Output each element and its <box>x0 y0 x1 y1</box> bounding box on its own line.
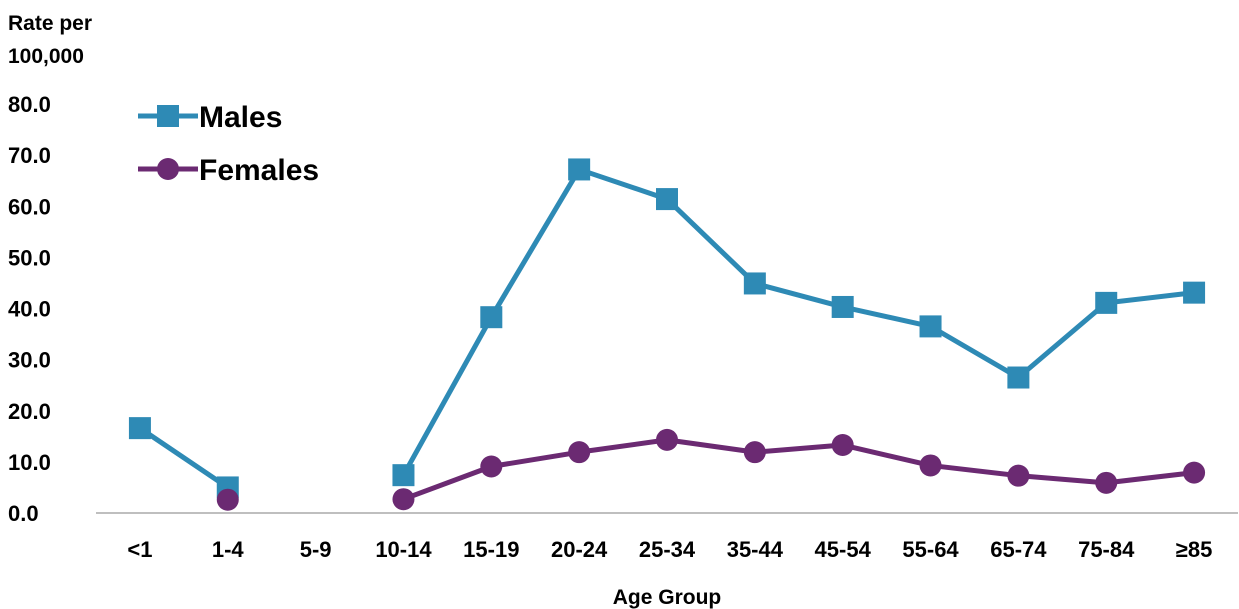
legend-marker <box>157 105 179 127</box>
x-tick-label: 35-44 <box>727 537 784 562</box>
x-tick-label: 55-64 <box>902 537 959 562</box>
data-point <box>656 428 678 451</box>
data-point <box>1095 291 1118 314</box>
x-tick-label: <1 <box>127 537 152 562</box>
data-point <box>743 272 766 295</box>
x-tick-label: 5-9 <box>300 537 332 562</box>
data-point <box>392 488 415 511</box>
data-point <box>1007 366 1030 389</box>
y-tick-label: 10.0 <box>8 450 51 475</box>
data-point <box>831 434 854 457</box>
series-layer <box>128 158 1206 511</box>
y-axis-title-line-2: 100,000 <box>8 45 84 68</box>
legend-marker <box>157 158 179 180</box>
y-tick-label: 30.0 <box>8 348 51 373</box>
data-point <box>1007 464 1030 487</box>
x-tick-label: 10-14 <box>375 537 432 562</box>
y-tick-label: 20.0 <box>8 399 51 424</box>
x-tick-label: 25-34 <box>639 537 696 562</box>
data-point <box>1183 281 1206 304</box>
x-tick-label: 45-54 <box>815 537 872 562</box>
data-point <box>128 417 151 440</box>
legend: Males Females <box>138 101 319 187</box>
data-point <box>743 441 766 464</box>
data-point <box>656 188 678 211</box>
data-point <box>480 455 503 478</box>
series-females <box>216 428 1206 511</box>
data-point <box>831 295 854 318</box>
legend-item-females: Females <box>138 154 319 187</box>
legend-label: Males <box>199 101 282 134</box>
series-line <box>402 437 1195 502</box>
x-tick-label: 1-4 <box>212 537 245 562</box>
y-tick-label: 80.0 <box>8 92 51 117</box>
data-point <box>1095 471 1118 494</box>
y-tick-label: 50.0 <box>8 245 51 270</box>
data-point <box>216 488 239 511</box>
x-tick-label: ≥85 <box>1176 537 1213 562</box>
data-point <box>480 306 503 329</box>
series-males <box>128 158 1206 499</box>
data-point <box>392 464 415 487</box>
legend-item-males: Males <box>138 101 282 134</box>
data-point <box>568 158 591 181</box>
data-point <box>919 454 942 477</box>
x-tick-label: 75-84 <box>1078 537 1135 562</box>
y-axis-title-line-1: Rate per <box>8 12 92 35</box>
x-tick-label: 20-24 <box>551 537 608 562</box>
y-tick-label: 40.0 <box>8 297 51 322</box>
x-axis-ticks: <1 1-4 5-9 10-14 15-19 20-24 25-34 35-44 45-54 55… <box>127 537 1212 562</box>
y-tick-label: 70.0 <box>8 143 51 168</box>
data-point <box>919 315 942 338</box>
data-point <box>1183 461 1206 484</box>
y-tick-label: 0.0 <box>8 501 39 526</box>
series-line <box>401 166 1195 477</box>
legend-label: Females <box>199 154 319 187</box>
data-point <box>568 441 591 464</box>
y-tick-label: 60.0 <box>8 194 51 219</box>
x-axis-title: Age Group <box>613 586 722 609</box>
x-tick-label: 65-74 <box>990 537 1047 562</box>
x-tick-label: 15-19 <box>463 537 519 562</box>
series-line <box>138 426 230 490</box>
y-axis-ticks: 0.0 10.0 20.0 30.0 40.0 50.0 60.0 70.0 80.0 <box>8 92 51 526</box>
